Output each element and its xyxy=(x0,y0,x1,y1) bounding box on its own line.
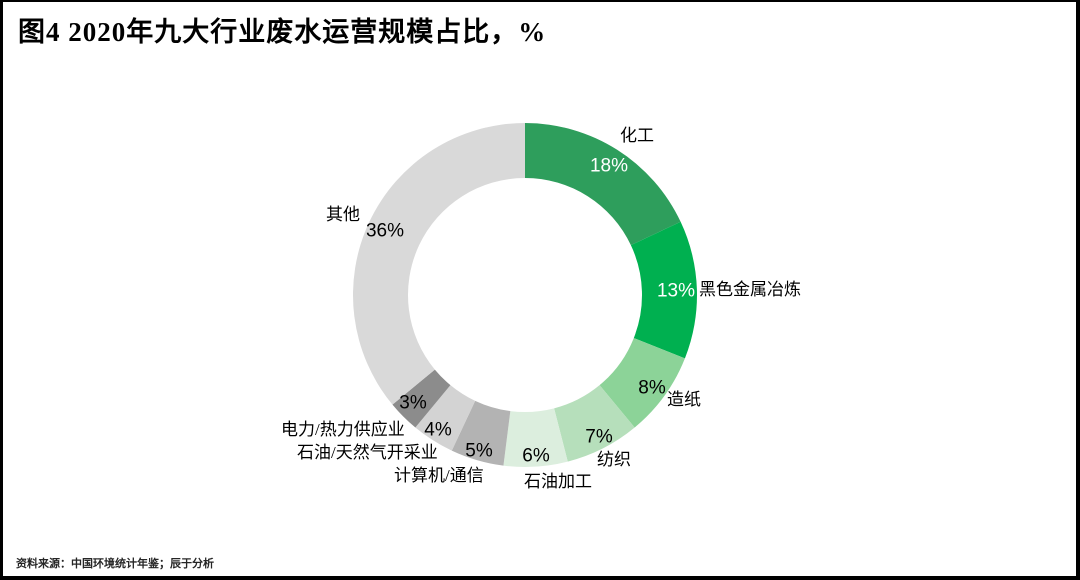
donut-segment xyxy=(451,400,511,466)
donut-segment xyxy=(352,122,525,405)
donut-segment xyxy=(630,221,697,359)
source-note: 资料来源：中国环境统计年鉴；辰于分析 xyxy=(16,558,214,570)
donut-segment xyxy=(599,338,685,428)
chart-title: 图4 2020年九大行业废水运营规模占比，% xyxy=(18,17,547,47)
donut-segment xyxy=(554,385,635,462)
donut-segment xyxy=(392,369,451,428)
donut-segment xyxy=(415,385,476,451)
donut-segment xyxy=(503,408,568,467)
donut-segment xyxy=(525,123,681,246)
